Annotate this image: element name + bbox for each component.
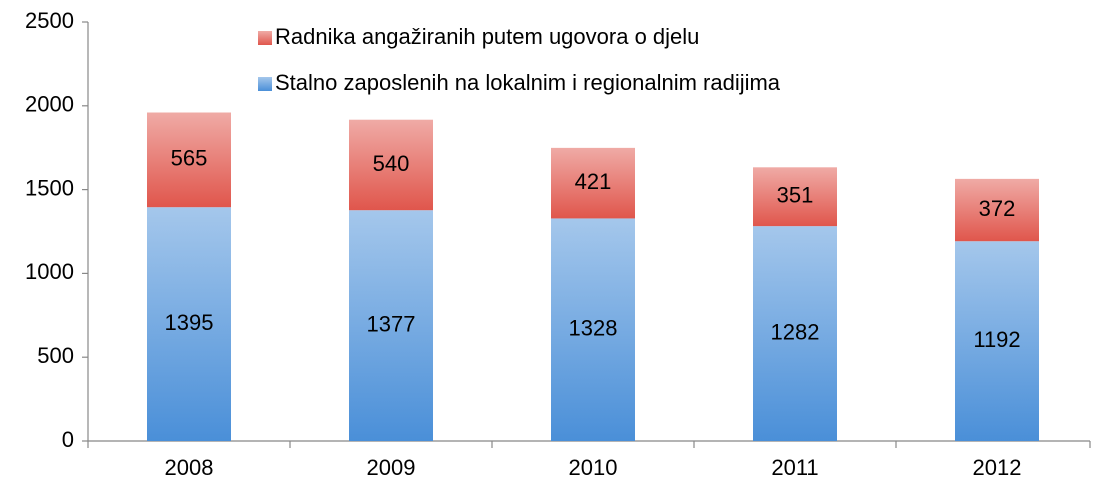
- x-tick-label: 2012: [973, 455, 1022, 480]
- bar-segment: [955, 241, 1039, 441]
- data-label: 1282: [771, 319, 820, 344]
- y-tick-label: 0: [62, 427, 74, 452]
- data-label: 421: [575, 169, 612, 194]
- bar-segment: [147, 207, 231, 441]
- legend-swatch: [258, 31, 272, 45]
- bar-segment: [147, 112, 231, 208]
- x-tick-label: 2009: [367, 455, 416, 480]
- y-tick-label: 2500: [25, 8, 74, 33]
- bar-segment: [551, 147, 635, 219]
- bar-segment: [349, 210, 433, 441]
- data-label: 1192: [973, 327, 1020, 352]
- bar-segment: [551, 218, 635, 441]
- bar-segment: [753, 167, 837, 227]
- data-label: 372: [979, 196, 1016, 221]
- y-tick-label: 1000: [25, 259, 74, 284]
- data-label: 1328: [569, 316, 618, 341]
- data-label: 565: [171, 146, 208, 171]
- bar-segment: [349, 119, 433, 211]
- legend-label: Radnika angažiranih putem ugovora o djel…: [275, 24, 699, 49]
- x-tick-label: 2011: [771, 455, 818, 480]
- data-label: 1395: [165, 310, 214, 335]
- y-tick-label: 500: [37, 343, 74, 368]
- y-tick-label: 2000: [25, 92, 74, 117]
- data-label: 351: [777, 183, 814, 208]
- x-tick-label: 2010: [569, 455, 618, 480]
- x-tick-label: 2008: [165, 455, 214, 480]
- data-label: 540: [373, 151, 410, 176]
- legend-swatch: [258, 77, 272, 91]
- y-tick-label: 1500: [25, 175, 74, 200]
- bar-segment: [955, 178, 1039, 242]
- legend-label: Stalno zaposlenih na lokalnim i regional…: [275, 70, 781, 95]
- data-label: 1377: [367, 311, 416, 336]
- bar-segment: [753, 226, 837, 441]
